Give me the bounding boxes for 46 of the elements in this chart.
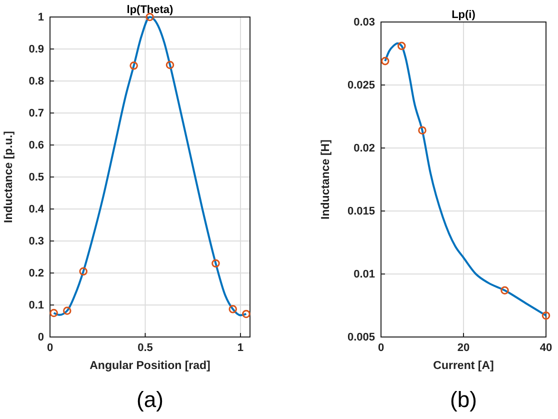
- chart-title: lp(Theta): [126, 4, 174, 16]
- y-tick-label: 0.005: [347, 332, 375, 344]
- line-series: [384, 42, 547, 317]
- x-tick-label: 1: [237, 342, 244, 354]
- x-axis-title: Current [A]: [433, 360, 494, 372]
- line-series: [52, 16, 248, 316]
- y-tick-label: 1: [38, 12, 44, 24]
- y-tick-label: 0.7: [28, 108, 44, 120]
- y-tick-label: 0.4: [28, 204, 45, 216]
- point: [63, 306, 72, 315]
- y-tick-label: 0.8: [28, 76, 44, 88]
- point: [50, 308, 58, 318]
- y-tick-label: 0: [38, 332, 44, 344]
- text: (b): [450, 387, 477, 412]
- point: [166, 60, 174, 70]
- y-tick-label: 0.9: [28, 44, 44, 56]
- point: [397, 42, 406, 50]
- point: [500, 286, 509, 295]
- y-tick-label: 0.015: [347, 206, 375, 218]
- y-tick-label: 0.3: [28, 236, 44, 248]
- y-tick-label: 0.03: [354, 16, 375, 29]
- y-tick-label: 0.025: [347, 80, 375, 92]
- point: [242, 310, 250, 318]
- y-axis-title: Inductance [H]: [320, 139, 332, 220]
- x-tick-label: 0.5: [138, 342, 153, 354]
- point: [380, 56, 390, 66]
- y-tick-label: 0.2: [28, 268, 44, 280]
- point: [79, 267, 88, 276]
- point: [212, 259, 220, 268]
- point: [418, 126, 426, 134]
- y-tick-label: 0.6: [28, 140, 44, 152]
- y-tick-label: 0.1: [28, 300, 44, 312]
- x-tick-label: 0: [46, 342, 54, 354]
- point: [130, 62, 138, 70]
- y-tick-label: 0.5: [28, 172, 44, 184]
- x-tick-label: 20: [457, 342, 470, 354]
- point: [542, 311, 550, 320]
- y-tick-label: 0.01: [354, 268, 375, 281]
- text: (a): [136, 387, 164, 412]
- x-tick-label: 0: [378, 342, 384, 354]
- y-tick-label: 0.02: [354, 142, 375, 155]
- y-axis-title: Inductance [p.u.]: [3, 130, 15, 223]
- x-axis-title: Angular Position [rad]: [90, 360, 211, 372]
- x-tick-label: 40: [540, 342, 552, 354]
- chart-title: Lp(i): [452, 9, 476, 21]
- point: [228, 305, 237, 314]
